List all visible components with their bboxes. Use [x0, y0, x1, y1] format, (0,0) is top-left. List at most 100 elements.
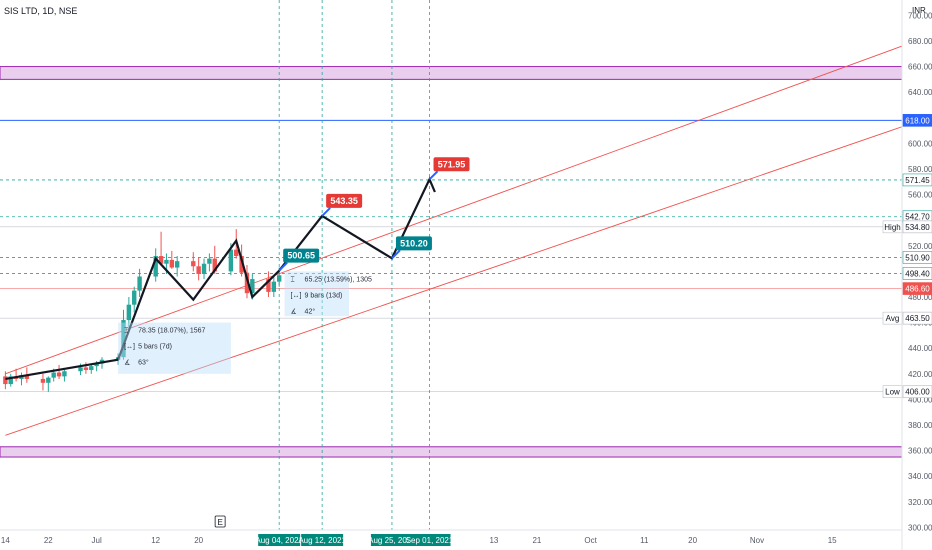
- vertical-date-lines-layer: [278, 0, 430, 530]
- time-tick-label: 14: [1, 536, 10, 545]
- level-510-90-badge: [902, 251, 932, 264]
- date-highlight-label: Aug 12, 2021: [298, 536, 346, 545]
- level-571-45-badge: [902, 173, 932, 187]
- candle-body: [3, 376, 8, 385]
- earnings-event-label: E: [217, 518, 222, 527]
- level-498-40-label: 498.40: [905, 269, 930, 278]
- candle-body: [132, 290, 137, 305]
- candle-body: [266, 279, 271, 292]
- date-highlight-label: Sep 01, 2021: [406, 536, 454, 545]
- level-510-90-label: 510.90: [905, 253, 930, 262]
- level-high-label: 534.80: [905, 223, 930, 232]
- price-tick-label: 400.00: [908, 395, 932, 404]
- candle-body: [239, 256, 244, 273]
- callout-box: [433, 157, 470, 172]
- time-tick-label: 12: [151, 536, 160, 545]
- price-tick-label: 440.00: [908, 344, 932, 353]
- candle-body: [40, 378, 46, 383]
- bars-icon: [↔]: [291, 292, 302, 299]
- measure-text: 5 bars (7d): [138, 344, 172, 351]
- candles-layer: [3, 229, 282, 392]
- measure-box: [284, 271, 349, 317]
- pattern-path-layer: [5, 176, 436, 380]
- date-highlight-badge: [301, 534, 344, 546]
- measure-text: 78.35 (18.07%), 1567: [138, 328, 205, 335]
- candle-body: [212, 258, 217, 272]
- level-avg-tag: Avg: [886, 314, 900, 323]
- pattern-path: [5, 176, 436, 380]
- date-highlight-badge: [258, 534, 301, 546]
- price-tick-label: 300.00: [908, 523, 932, 532]
- price-tick-label: 560.00: [908, 191, 932, 200]
- candle-body: [164, 259, 169, 264]
- supply-demand-zone: [0, 66, 903, 80]
- level-high-tag: High: [884, 223, 900, 232]
- price-tick-label: 520.00: [908, 242, 932, 251]
- angle-icon: ∡: [124, 360, 130, 367]
- channel-lines-layer: [5, 45, 903, 436]
- candle-body: [51, 372, 56, 378]
- callout-box: [395, 236, 432, 251]
- time-tick-label: 22: [44, 536, 53, 545]
- range-icon: ⌶: [124, 328, 128, 335]
- price-tick-label: 660.00: [908, 63, 932, 72]
- range-icon: ⌶: [291, 276, 295, 283]
- callout-pointer: [321, 207, 331, 217]
- candle-body: [191, 261, 196, 267]
- time-tick-label: 20: [688, 536, 697, 545]
- date-highlight-badge: [408, 534, 451, 546]
- candle-body: [158, 256, 164, 264]
- time-tick-label: Jul: [92, 536, 102, 545]
- level-high-badge: [902, 220, 932, 234]
- level-avg-badge: [902, 311, 932, 325]
- candle-body: [207, 258, 212, 264]
- candle-body: [174, 261, 180, 268]
- time-tick-label: 11: [640, 536, 649, 545]
- price-tick-label: 380.00: [908, 421, 932, 430]
- level-571-45-label: 571.45: [905, 176, 930, 185]
- measure-box: [118, 322, 231, 374]
- symbol-title[interactable]: SIS LTD, 1D, NSE: [4, 6, 78, 16]
- time-tick-label: 21: [532, 536, 541, 545]
- candle-body: [89, 366, 94, 370]
- candle-body: [78, 367, 83, 372]
- candle-body: [234, 249, 239, 257]
- candle-body: [62, 371, 67, 377]
- candle-body: [8, 376, 13, 385]
- price-tick-label: 420.00: [908, 370, 932, 379]
- level-618-label: 618.00: [905, 116, 930, 125]
- candle-body: [201, 263, 207, 274]
- price-tick-label: 700.00: [908, 11, 932, 20]
- time-tick-label: Oct: [584, 536, 597, 545]
- candle-body: [276, 275, 282, 282]
- candle-body: [244, 272, 250, 294]
- measure-text: 42°: [305, 307, 316, 315]
- candle-body: [83, 367, 89, 370]
- candle-body: [121, 320, 126, 358]
- date-highlight-label: Aug 04, 2021: [255, 536, 303, 545]
- price-tick-label: 340.00: [908, 472, 932, 481]
- level-low-label: 406.00: [905, 388, 930, 397]
- price-axis[interactable]: 300.00 320.00 340.00 360.00 380.00 400.00 420.…: [882, 11, 932, 532]
- time-tick-label: 13: [489, 536, 498, 545]
- candle-body: [271, 281, 277, 292]
- candle-body: [137, 276, 142, 291]
- price-tick-label: 680.00: [908, 37, 932, 46]
- candle-body: [169, 259, 175, 268]
- measure-text: 9 bars (13d): [305, 292, 343, 299]
- callout-pointer: [278, 261, 288, 272]
- earnings-event-icon: [214, 515, 226, 528]
- price-tick-label: 640.00: [908, 88, 932, 97]
- candle-body: [56, 372, 62, 377]
- price-tick-label: 480.00: [908, 293, 932, 302]
- callout-label: 571.95: [438, 159, 466, 169]
- time-tick-label: Nov: [750, 536, 764, 545]
- callout-label: 500.65: [287, 251, 315, 261]
- callout-pointer: [428, 170, 439, 180]
- candle-body: [126, 304, 132, 321]
- price-tick-label: 580.00: [908, 165, 932, 174]
- candle-body: [250, 279, 255, 294]
- bars-icon: [↔]: [124, 344, 135, 351]
